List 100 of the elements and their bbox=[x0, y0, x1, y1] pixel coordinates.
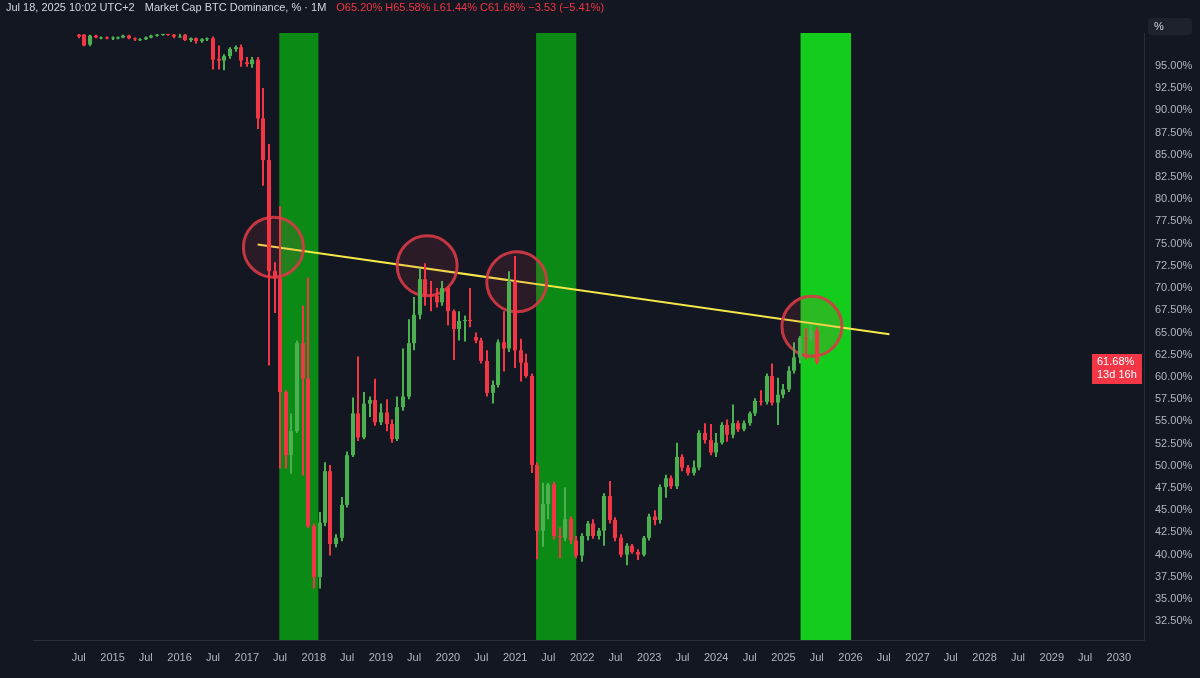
x-tick-label: 2022 bbox=[569, 650, 595, 663]
candlestick bbox=[590, 518, 596, 540]
y-tick-label: 95.00% bbox=[1155, 58, 1193, 71]
candlestick bbox=[618, 533, 624, 559]
x-tick-label: Jul bbox=[541, 650, 556, 663]
y-tick-label: 70.00% bbox=[1155, 281, 1193, 294]
y-tick-label: 47.50% bbox=[1155, 481, 1193, 494]
y-tick-label: 65.00% bbox=[1155, 325, 1193, 338]
candlestick bbox=[451, 308, 457, 362]
candlestick bbox=[612, 516, 618, 543]
x-tick-label: 2017 bbox=[234, 650, 260, 663]
text: Jul 18, 2025 10:02 UTC+2 bbox=[6, 1, 135, 13]
candlestick bbox=[724, 418, 730, 443]
candlestick bbox=[562, 486, 568, 543]
y-tick-label: 50.00% bbox=[1155, 458, 1193, 471]
x-tick-label: 2018 bbox=[301, 650, 327, 663]
x-tick-label: 2019 bbox=[368, 650, 394, 663]
x-tick-label: Jul bbox=[474, 650, 489, 663]
y-tick-label: 37.50% bbox=[1155, 569, 1193, 582]
x-tick-label: Jul bbox=[608, 650, 623, 663]
candlestick bbox=[518, 337, 524, 383]
x-tick-label: Jul bbox=[205, 650, 221, 663]
candlestick bbox=[775, 376, 781, 426]
x-tick-label: 2020 bbox=[435, 650, 461, 663]
y-tick-label: 82.50% bbox=[1155, 170, 1193, 182]
candlestick bbox=[422, 262, 428, 307]
y-tick-label: 67.50% bbox=[1155, 303, 1193, 316]
y-tick-label: 42.50% bbox=[1155, 525, 1193, 538]
candlestick bbox=[708, 423, 714, 457]
x-tick-label: 2025 bbox=[771, 650, 796, 663]
y-tick-label: 52.50% bbox=[1155, 436, 1193, 449]
candlestick bbox=[730, 403, 736, 440]
candlestick bbox=[573, 535, 579, 560]
candlestick bbox=[501, 310, 507, 373]
candlestick bbox=[384, 398, 390, 433]
y-tick-label: 87.50% bbox=[1155, 125, 1193, 138]
candlestick bbox=[445, 285, 451, 327]
candlestick bbox=[607, 479, 613, 525]
x-tick-label: 2016 bbox=[167, 650, 192, 663]
x-tick-label: Jul bbox=[1078, 650, 1093, 663]
x-tick-label: Jul bbox=[809, 650, 824, 663]
candlestick bbox=[462, 314, 468, 343]
y-tick-label: 40.00% bbox=[1155, 547, 1193, 560]
candlestick bbox=[641, 535, 647, 558]
chart-title: Market Cap BTC Dominance, % · 1M bbox=[144, 1, 327, 13]
y-tick-label: 75.00% bbox=[1155, 236, 1193, 249]
y-tick-label: 55.00% bbox=[1155, 414, 1193, 427]
y-tick-label: 80.00% bbox=[1155, 192, 1193, 205]
candlestick bbox=[216, 44, 222, 71]
x-tick-label: Jul bbox=[340, 650, 355, 663]
candlestick bbox=[378, 402, 384, 426]
x-tick-label: 2026 bbox=[838, 650, 863, 663]
x-tick-label: 2021 bbox=[502, 650, 528, 663]
x-tick-label: Jul bbox=[943, 650, 958, 663]
candlestick bbox=[545, 481, 551, 521]
x-tick-label: 2024 bbox=[704, 650, 729, 663]
y-tick-label: 90.00% bbox=[1155, 103, 1193, 116]
y-tick-label: 45.00% bbox=[1155, 503, 1193, 516]
candlestick bbox=[272, 261, 278, 314]
y-axis-title: % bbox=[1148, 18, 1192, 35]
candlestick bbox=[400, 347, 406, 412]
candlestick bbox=[210, 35, 216, 71]
candlestick bbox=[355, 355, 361, 442]
candlestick bbox=[791, 341, 797, 375]
x-tick-label: 2028 bbox=[972, 650, 997, 663]
y-tick-label: 92.50% bbox=[1155, 81, 1193, 94]
candlestick bbox=[467, 287, 473, 329]
candlestick bbox=[478, 336, 484, 365]
candlestick bbox=[523, 352, 529, 379]
y-tick-label: 62.50% bbox=[1155, 347, 1193, 360]
x-tick-label: 2029 bbox=[1039, 650, 1065, 663]
candlestick bbox=[663, 473, 669, 499]
y-tick-label: 35.00% bbox=[1155, 592, 1193, 605]
candlestick bbox=[557, 526, 563, 560]
candlestick bbox=[238, 43, 244, 68]
x-tick-label: Jul bbox=[742, 650, 757, 663]
candlestick bbox=[428, 279, 434, 313]
candlestick bbox=[456, 310, 462, 342]
y-tick-label: 85.00% bbox=[1155, 147, 1193, 160]
x-tick-label: 2015 bbox=[100, 650, 125, 663]
y-tick-label: 57.50% bbox=[1155, 392, 1193, 405]
x-tick-label: Jul bbox=[138, 650, 153, 663]
candlestick bbox=[579, 532, 585, 563]
candlestick bbox=[786, 365, 792, 394]
candlestick bbox=[758, 389, 764, 407]
x-tick-label: Jul bbox=[407, 650, 422, 663]
x-tick-label: 2030 bbox=[1106, 650, 1132, 663]
x-tick-label: Jul bbox=[876, 650, 891, 663]
point bbox=[395, 234, 459, 298]
candlestick bbox=[797, 335, 803, 365]
candlestick bbox=[490, 379, 496, 405]
y-tick-label: 60.00% bbox=[1155, 369, 1193, 382]
candlestick bbox=[702, 422, 708, 445]
candlestick bbox=[434, 287, 440, 309]
candlestick bbox=[803, 327, 809, 361]
candlestick bbox=[367, 395, 373, 418]
annotation: 13d 16h bbox=[1097, 367, 1137, 380]
candlestick bbox=[713, 431, 719, 458]
candlestick bbox=[372, 377, 378, 427]
y-tick-label: 72.50% bbox=[1155, 258, 1193, 271]
